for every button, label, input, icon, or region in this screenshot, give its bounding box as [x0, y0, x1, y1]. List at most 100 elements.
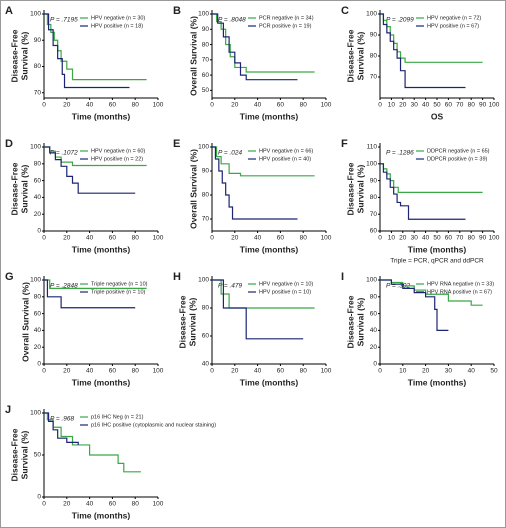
survival-curve	[380, 13, 483, 63]
y-tick-label: 80	[370, 194, 378, 201]
x-axis-label: Time (months)	[72, 510, 131, 520]
x-tick-label: 0	[42, 368, 46, 375]
survival-curve	[212, 13, 298, 81]
survival-curve	[44, 412, 79, 445]
x-tick-label: 100	[153, 368, 164, 375]
x-tick-label: 80	[468, 102, 476, 109]
panel: A 70 80 90 100 0 20 40 60 80 100 Time (months) Disea…	[5, 5, 164, 121]
x-tick-label: 80	[468, 235, 476, 242]
legend-label: HPV RNA positive (n = 67)	[427, 289, 492, 295]
legend-label: HPV negative (n = 66)	[259, 148, 313, 154]
y-tick-label: 80	[370, 294, 378, 301]
legend-label: HPV positive (n = 10)	[259, 289, 311, 295]
x-tick-label: 90	[479, 102, 487, 109]
y-axis-label: Disease-Free	[345, 295, 355, 348]
x-axis-label: OS	[431, 111, 444, 121]
y-tick-label: 60	[370, 228, 378, 235]
x-axis-label: Time (months)	[240, 377, 299, 387]
y-tick-label: 70	[202, 57, 210, 64]
y-axis-label: Survival (%)	[355, 298, 365, 347]
p-value: P = .392	[386, 283, 411, 290]
y-axis-label: Survival (%)	[19, 165, 29, 214]
y-tick-label: 100	[366, 161, 377, 168]
x-tick-label: 70	[456, 102, 464, 109]
y-tick-label: 60	[202, 72, 210, 79]
y-tick-label: 60	[370, 310, 378, 317]
survival-curve	[380, 163, 466, 220]
y-tick-label: 100	[30, 277, 41, 284]
x-tick-label: 0	[210, 235, 214, 242]
p-value: P = .1072	[50, 150, 78, 157]
x-tick-label: 60	[277, 368, 285, 375]
p-value: P = .7195	[50, 17, 78, 24]
x-tick-label: 20	[63, 235, 71, 242]
x-tick-label: 20	[399, 235, 407, 242]
legend-label: HPV negative (n = 10)	[259, 281, 313, 287]
y-tick-label: 100	[30, 410, 41, 417]
legend-label: HPV positive (n = 40)	[259, 156, 311, 162]
panel-letter: J	[5, 404, 11, 416]
y-axis-label: Disease-Free	[177, 295, 187, 348]
y-tick-label: 70	[34, 89, 42, 96]
y-axis-label: Disease-Free	[9, 428, 19, 481]
y-tick-label: 60	[34, 177, 42, 184]
x-tick-label: 60	[277, 102, 285, 109]
survival-curve	[212, 146, 298, 220]
panel: H 40 60 80 100 0 20 40 60 80 100 Time (months) Disea…	[173, 271, 332, 387]
y-axis-label: Disease-Free	[345, 29, 355, 82]
x-tick-label: 0	[378, 102, 382, 109]
y-tick-label: 20	[34, 211, 42, 218]
y-axis-label: Overall Survival (%)	[188, 16, 198, 96]
y-tick-label: 40	[34, 194, 42, 201]
p-value: P = .479	[218, 283, 243, 290]
y-tick-label: 40	[34, 327, 42, 334]
x-tick-label: 30	[411, 102, 419, 109]
y-axis-label: Disease-Free	[9, 162, 19, 215]
x-tick-label: 40	[86, 368, 94, 375]
legend-label: HPV positive (n = 18)	[91, 23, 143, 29]
p-value: P = .8048	[218, 17, 246, 24]
y-tick-label: 100	[198, 11, 209, 18]
survival-curve	[44, 279, 136, 309]
y-axis-label: Disease-Free	[345, 162, 355, 215]
panel: B 50 60 70 80 90 100 0 20 40 60 80 100 Time (months) O…	[173, 5, 332, 121]
panel-letter: B	[173, 5, 181, 17]
x-tick-label: 0	[378, 235, 382, 242]
x-tick-label: 0	[42, 501, 46, 508]
y-tick-label: 50	[34, 452, 42, 459]
x-tick-label: 70	[456, 235, 464, 242]
y-tick-label: 0	[373, 361, 377, 368]
x-tick-label: 20	[422, 368, 430, 375]
y-tick-label: 40	[202, 361, 210, 368]
x-tick-label: 60	[445, 235, 453, 242]
y-axis-label: Disease-Free	[9, 29, 19, 82]
x-tick-label: 80	[300, 235, 308, 242]
legend-label: PCR positive (n = 19)	[259, 23, 312, 29]
y-tick-label: 20	[34, 344, 42, 351]
x-tick-label: 30	[411, 235, 419, 242]
y-axis-label: Survival (%)	[187, 298, 197, 347]
x-tick-label: 80	[300, 368, 308, 375]
x-tick-label: 0	[210, 368, 214, 375]
x-tick-label: 0	[42, 102, 46, 109]
y-axis-label: Survival (%)	[19, 32, 29, 81]
x-tick-label: 40	[86, 501, 94, 508]
x-tick-label: 40	[254, 102, 262, 109]
y-tick-label: 0	[37, 361, 41, 368]
p-value: P = .2848	[50, 283, 78, 290]
y-axis-label: Overall Survival (%)	[188, 149, 198, 229]
y-tick-label: 90	[202, 26, 210, 33]
survival-curve	[380, 279, 483, 306]
x-tick-label: 20	[63, 368, 71, 375]
x-tick-label: 0	[210, 102, 214, 109]
x-tick-label: 100	[489, 102, 500, 109]
p-value: P = .1286	[386, 150, 414, 157]
p-value: P = .968	[50, 416, 75, 423]
panel: G 0 20 40 60 80 100 0 20 40 60 80 100 Time (months) Ov…	[5, 271, 164, 387]
x-tick-label: 10	[388, 102, 396, 109]
x-tick-label: 100	[489, 235, 500, 242]
legend-label: HPV negative (n = 30)	[91, 15, 145, 21]
x-tick-label: 40	[86, 235, 94, 242]
